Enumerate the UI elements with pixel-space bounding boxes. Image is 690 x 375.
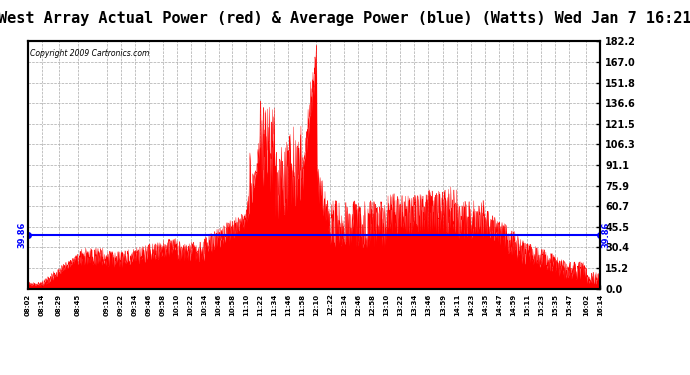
Text: 39.86: 39.86 — [602, 221, 611, 248]
Text: Copyright 2009 Cartronics.com: Copyright 2009 Cartronics.com — [30, 49, 150, 58]
Text: 39.86: 39.86 — [17, 221, 26, 248]
Text: West Array Actual Power (red) & Average Power (blue) (Watts) Wed Jan 7 16:21: West Array Actual Power (red) & Average … — [0, 11, 690, 26]
